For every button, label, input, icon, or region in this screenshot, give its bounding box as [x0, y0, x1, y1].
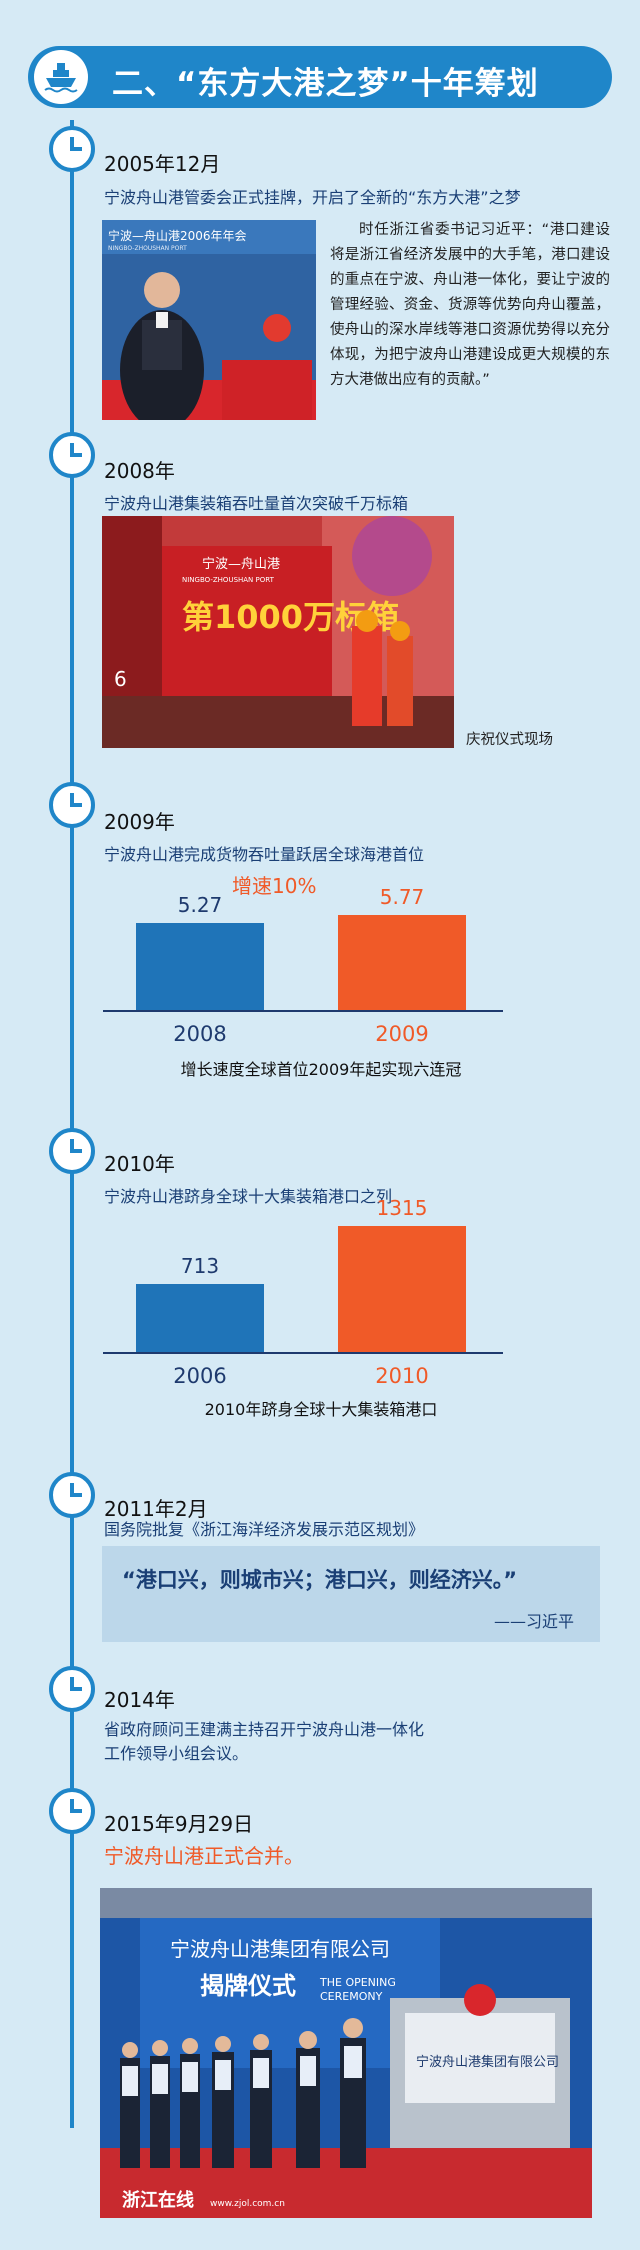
event-description: 宁波舟山港正式合并。: [104, 1844, 304, 1868]
clock-icon: [49, 782, 95, 828]
ship-icon: [34, 50, 88, 104]
photo-2005-ceremony: 宁波—舟山港2006年年会 NINGBO-ZHOUSHAN PORT: [102, 220, 316, 420]
event-date: 2005年12月: [104, 152, 221, 176]
chart-category-label: 2009: [375, 1022, 429, 1046]
event-date: 2008年: [104, 459, 175, 483]
photo-caption: 庆祝仪式现场: [466, 732, 553, 748]
quote-text: “港口兴，则城市兴；港口兴，则经济兴。”: [122, 1568, 518, 1592]
event-description: 宁波舟山港管委会正式挂牌，开启了全新的“东方大港”之梦: [104, 188, 521, 207]
event-description: 国务院批复《浙江海洋经济发展示范区规划》: [104, 1520, 425, 1539]
page-title: 二、“东方大港之梦”十年筹划: [112, 66, 539, 102]
container-top-text: 宁波—舟山港: [202, 556, 280, 572]
chart-category-label: 2006: [173, 1364, 227, 1388]
chart-axis-line: [103, 1010, 503, 1012]
event-description: 宁波舟山港集装箱吞吐量首次突破千万标箱: [104, 494, 409, 513]
event-date: 2011年2月: [104, 1497, 208, 1521]
event-date: 2014年: [104, 1688, 175, 1712]
chart-value-label: 713: [180, 1254, 220, 1278]
plaque-text: 宁波舟山港集团有限公司: [416, 2054, 559, 2070]
clock-icon: [49, 1472, 95, 1518]
photo-2015-ceremony: 宁波舟山港集团有限公司 揭牌仪式 THE OPENING CEREMONY 宁波…: [100, 1888, 592, 2218]
clock-icon: [49, 1666, 95, 1712]
chart-caption: 2010年跻身全球十大集装箱港口: [204, 1400, 438, 1419]
watermark-text: 浙江在线: [122, 2189, 194, 2211]
timeline-line: [70, 120, 74, 2128]
event-description: 宁波舟山港跻身全球十大集装箱港口之列: [104, 1187, 393, 1206]
watermark-url: www.zjol.com.cn: [210, 2199, 285, 2209]
event-date: 2010年: [104, 1152, 175, 1176]
photo-banner-text: 宁波—舟山港2006年年会: [108, 228, 247, 243]
clock-icon: [49, 1128, 95, 1174]
quote-author: ——习近平: [493, 1612, 574, 1631]
photo-banner-en: NINGBO-ZHOUSHAN PORT: [108, 245, 187, 252]
chart-caption: 增长速度全球首位2009年起实现六连冠: [180, 1060, 462, 1079]
quote-xi-2005: 时任浙江省委书记习近平：“港口建设将是浙江省经济发展中的大手笔，港口建设的重点在…: [330, 222, 610, 388]
chart-bar-2006: [136, 1284, 264, 1352]
container-en-text: NINGBO-ZHOUSHAN PORT: [182, 576, 275, 584]
chart-bar-2009: [338, 915, 466, 1010]
chart-category-label: 2010: [375, 1364, 429, 1388]
clock-icon: [49, 126, 95, 172]
event-description-line2: 工作领导小组会议。: [104, 1744, 249, 1763]
container-number-text: 6: [114, 667, 127, 691]
chart-value-label: 5.77: [379, 885, 425, 909]
event-date: 2015年9月29日: [104, 1812, 254, 1836]
event-description: 省政府顾问王建满主持召开宁波舟山港一体化: [104, 1720, 425, 1739]
chart-bar-2010: [338, 1226, 466, 1352]
clock-icon: [49, 1788, 95, 1834]
banner-top-text: 宁波舟山港集团有限公司: [170, 1937, 390, 1961]
chart-category-label: 2008: [173, 1022, 227, 1046]
event-description: 宁波舟山港完成货物吞吐量跃居全球海港首位: [104, 845, 425, 864]
chart-value-label: 5.27: [177, 893, 223, 917]
banner-cn-text: 揭牌仪式: [200, 1972, 296, 2000]
chart-annotation: 增速10%: [232, 874, 317, 898]
banner-en2-text: CEREMONY: [320, 1990, 383, 2003]
clock-icon: [49, 432, 95, 478]
chart-axis-line: [103, 1352, 503, 1354]
photo-2008-container: 宁波—舟山港 NINGBO-ZHOUSHAN PORT 第1000万标箱 6: [102, 516, 454, 748]
quote-box-2011: “港口兴，则城市兴；港口兴，则经济兴。” ——习近平: [102, 1546, 600, 1642]
chart-bar-2008: [136, 923, 264, 1010]
event-date: 2009年: [104, 810, 175, 834]
section-header: 二、“东方大港之梦”十年筹划: [28, 46, 612, 108]
chart-value-label: 1315: [376, 1196, 428, 1220]
banner-en1-text: THE OPENING: [319, 1976, 396, 1989]
